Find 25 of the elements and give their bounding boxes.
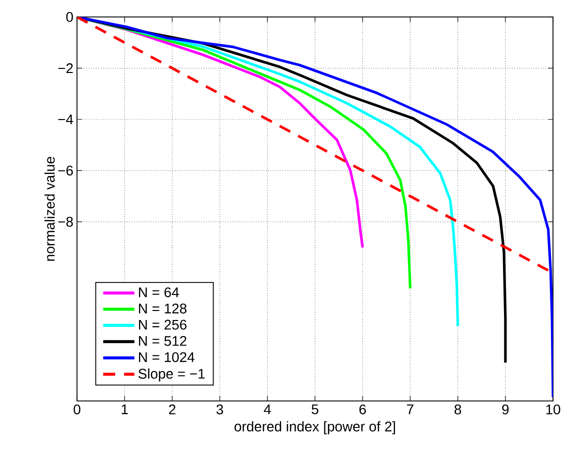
x-tick-label: 8: [454, 404, 462, 414]
x-axis-title: ordered index [power of 2]: [234, 421, 395, 434]
y-axis-title: normalized value: [44, 156, 55, 261]
x-tick-label: 6: [359, 404, 366, 414]
y-tick-label: −2: [58, 63, 73, 74]
x-tick-label: 5: [312, 404, 318, 414]
legend-label: N = 256: [139, 320, 186, 330]
x-tick-label: 1: [122, 404, 128, 414]
x-tick-label: 4: [264, 404, 271, 414]
x-tick-label: 7: [407, 404, 414, 414]
x-tick-label: 2: [169, 404, 176, 414]
y-tick-label: −4: [58, 114, 74, 124]
x-tick-label: 10: [546, 404, 560, 414]
line-series: [77, 16, 554, 398]
legend-label: Slope = −1: [138, 368, 205, 382]
x-tick-label: 3: [216, 404, 224, 414]
x-tick-label: 9: [502, 404, 509, 414]
legend-label: N = 64: [139, 287, 179, 298]
legend-label: N = 128: [139, 304, 186, 314]
legend-label: N = 512: [139, 336, 186, 346]
legend-label: N = 1024: [139, 352, 194, 362]
y-tick-label: −6: [58, 166, 73, 176]
y-tick-label: 0: [66, 12, 73, 22]
x-tick-label: 0: [74, 404, 80, 414]
y-tick-label: −8: [58, 216, 73, 227]
